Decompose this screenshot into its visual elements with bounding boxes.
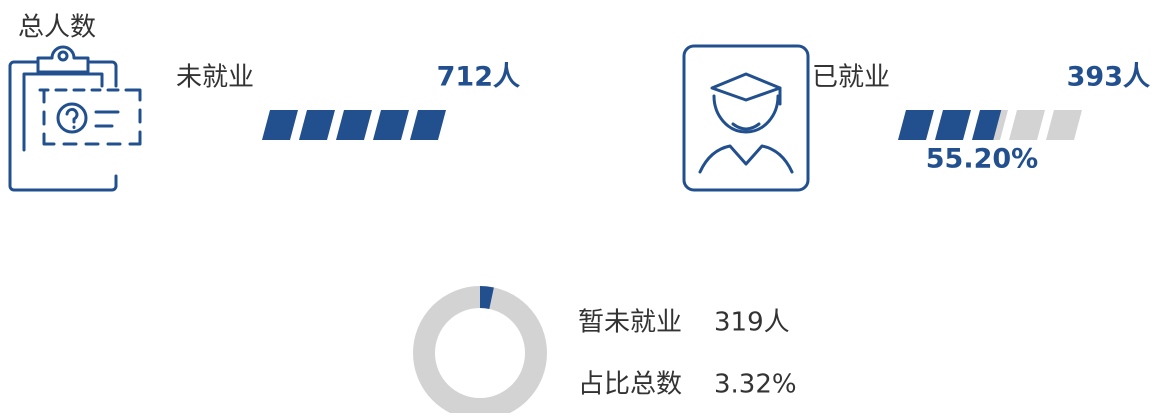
pending-count: 319人	[714, 308, 790, 338]
donut-track	[413, 286, 547, 417]
employed-label: 已就业	[812, 63, 890, 93]
unemployed-count: 712人	[437, 62, 520, 93]
graduate-icon	[682, 44, 810, 192]
employed-ratio: 55.20%	[926, 144, 1038, 175]
unemployed-bar	[262, 110, 446, 140]
bar-segment	[336, 110, 372, 140]
share-label: 占比总数	[578, 370, 682, 400]
bar-segment-fill	[898, 110, 934, 140]
bar-segment	[410, 110, 446, 140]
bar-segment-bg	[1009, 110, 1045, 140]
total-title: 总人数	[18, 13, 96, 43]
clipboard-icon	[8, 45, 142, 192]
employed-bar	[898, 110, 1082, 140]
bar-segment-fill	[972, 110, 1002, 140]
bar-segment-bg	[1046, 110, 1082, 140]
bar-segment-fill	[935, 110, 971, 140]
bar-segment	[299, 110, 335, 140]
donut	[413, 286, 547, 417]
bar-segment	[373, 110, 409, 140]
share-value: 3.32%	[714, 370, 797, 400]
unemployed-label: 未就业	[176, 63, 254, 93]
employed-count: 393人	[1067, 62, 1150, 93]
donut-arc	[479, 286, 494, 310]
pending-label: 暂未就业	[578, 308, 682, 338]
bar-segment	[262, 110, 298, 140]
